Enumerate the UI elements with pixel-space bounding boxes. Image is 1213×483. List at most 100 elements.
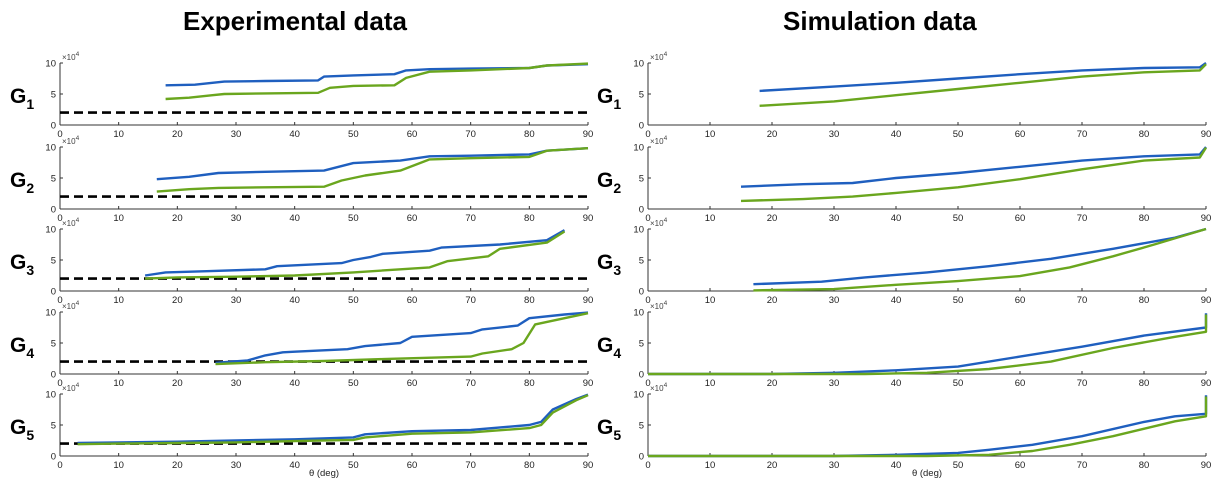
x-tick-label: 0 <box>57 295 62 306</box>
x-tick-label: 20 <box>767 460 778 471</box>
y-tick-label: 10 <box>633 390 644 401</box>
x-axis-title: θ (deg) <box>912 468 942 479</box>
x-tick-label: 60 <box>407 460 418 471</box>
y-tick-label: 10 <box>633 308 644 319</box>
x-tick-label: 70 <box>465 378 476 389</box>
x-tick-label: 30 <box>829 460 840 471</box>
x-tick-label: 30 <box>829 213 840 224</box>
series-line-1 <box>648 395 1208 458</box>
panel-experimental-data-g1: 0 10 20 30 40 50 60 70 80 90 0 5 10 ×104 G1 <box>10 51 593 140</box>
x-tick-label: 40 <box>891 378 902 389</box>
x-tick-label: 50 <box>953 129 964 140</box>
panel-label: G4 <box>597 334 621 361</box>
panel-label: G3 <box>10 251 34 278</box>
series-line-1 <box>759 62 1207 93</box>
x-tick-label: 20 <box>767 129 778 140</box>
series-line-2 <box>753 227 1207 292</box>
panel-label: G3 <box>597 251 621 278</box>
x-tick-label: 80 <box>1139 378 1150 389</box>
x-tick-label: 60 <box>1015 460 1026 471</box>
x-tick-label: 90 <box>1201 378 1212 389</box>
series-line-1 <box>215 311 589 364</box>
panel-label: G4 <box>10 334 34 361</box>
x-tick-label: 10 <box>705 378 716 389</box>
x-tick-label: 20 <box>172 129 183 140</box>
x-tick-label: 40 <box>289 129 300 140</box>
y-multiplier-label: ×104 <box>62 300 80 311</box>
x-tick-label: 90 <box>1201 129 1212 140</box>
panel-label: G5 <box>597 416 621 443</box>
x-tick-label: 0 <box>57 213 62 224</box>
y-tick-label: 5 <box>639 174 644 185</box>
x-tick-label: 50 <box>953 213 964 224</box>
panel-experimental-data-g4: 0 10 20 30 40 50 60 70 80 90 0 5 10 ×104 G4 <box>10 300 593 389</box>
y-tick-label: 5 <box>639 421 644 432</box>
x-tick-label: 60 <box>1015 378 1026 389</box>
x-tick-label: 70 <box>465 129 476 140</box>
x-tick-label: 90 <box>583 378 594 389</box>
panel-simulation-data-g5: 0 10 20 30 40 50 60 70 80 90 0 5 10 ×104 G5 <box>597 382 1211 471</box>
y-multiplier-label: ×104 <box>62 382 80 393</box>
panel-label: G2 <box>10 169 34 196</box>
x-tick-label: 70 <box>1077 460 1088 471</box>
x-tick-label: 40 <box>289 460 300 471</box>
x-tick-label: 90 <box>1201 213 1212 224</box>
x-tick-label: 30 <box>829 129 840 140</box>
x-tick-label: 60 <box>1015 295 1026 306</box>
x-tick-label: 30 <box>231 378 242 389</box>
panel-label: G1 <box>597 85 621 112</box>
y-tick-label: 0 <box>51 452 56 463</box>
x-tick-label: 20 <box>767 295 778 306</box>
x-tick-label: 70 <box>1077 129 1088 140</box>
x-tick-label: 10 <box>705 213 716 224</box>
x-tick-label: 80 <box>524 129 535 140</box>
x-tick-label: 10 <box>113 378 124 389</box>
x-tick-label: 30 <box>231 213 242 224</box>
x-tick-label: 20 <box>172 295 183 306</box>
x-tick-label: 60 <box>1015 129 1026 140</box>
y-multiplier-label: ×104 <box>650 382 668 393</box>
y-tick-label: 0 <box>51 205 56 216</box>
series-line-1 <box>740 146 1207 188</box>
y-tick-label: 0 <box>639 287 644 298</box>
x-tick-label: 80 <box>1139 460 1150 471</box>
x-tick-label: 40 <box>289 378 300 389</box>
y-tick-label: 10 <box>633 59 644 70</box>
x-tick-label: 10 <box>705 460 716 471</box>
x-tick-label: 80 <box>524 213 535 224</box>
x-tick-label: 0 <box>645 129 650 140</box>
panel-label: G1 <box>10 85 34 112</box>
x-tick-label: 50 <box>348 460 359 471</box>
y-multiplier-label: ×104 <box>62 217 80 228</box>
y-tick-label: 0 <box>51 121 56 132</box>
series-line-2 <box>215 312 589 366</box>
x-tick-label: 40 <box>891 129 902 140</box>
series-line-1 <box>144 229 566 277</box>
x-tick-label: 0 <box>645 460 650 471</box>
x-tick-label: 70 <box>465 460 476 471</box>
series-line-2 <box>165 62 589 101</box>
x-tick-label: 50 <box>953 460 964 471</box>
x-tick-label: 0 <box>645 378 650 389</box>
x-tick-label: 0 <box>57 378 62 389</box>
x-tick-label: 90 <box>583 460 594 471</box>
panel-experimental-data-g2: 0 10 20 30 40 50 60 70 80 90 0 5 10 ×104 G2 <box>10 135 593 224</box>
y-tick-label: 0 <box>51 287 56 298</box>
panel-simulation-data-g2: 0 10 20 30 40 50 60 70 80 90 0 5 10 ×104 G2 <box>597 135 1211 224</box>
series-line-2 <box>156 147 589 193</box>
y-tick-label: 0 <box>639 121 644 132</box>
y-tick-label: 0 <box>51 370 56 381</box>
x-tick-label: 80 <box>1139 129 1150 140</box>
x-tick-label: 10 <box>113 460 124 471</box>
y-tick-label: 5 <box>639 90 644 101</box>
panel-experimental-data-g5: 0 10 20 30 40 50 60 70 80 90 0 5 10 ×104 G5 <box>10 382 593 471</box>
x-tick-label: 50 <box>348 213 359 224</box>
y-tick-label: 5 <box>639 339 644 350</box>
x-tick-label: 90 <box>1201 460 1212 471</box>
panel-experimental-data-g3: 0 10 20 30 40 50 60 70 80 90 0 5 10 ×104 G3 <box>10 217 593 306</box>
series-line-2 <box>759 63 1207 107</box>
panel-simulation-data-g3: 0 10 20 30 40 50 60 70 80 90 0 5 10 ×104 G3 <box>597 217 1211 306</box>
y-tick-label: 5 <box>51 421 56 432</box>
x-tick-label: 20 <box>172 378 183 389</box>
x-tick-label: 10 <box>113 213 124 224</box>
